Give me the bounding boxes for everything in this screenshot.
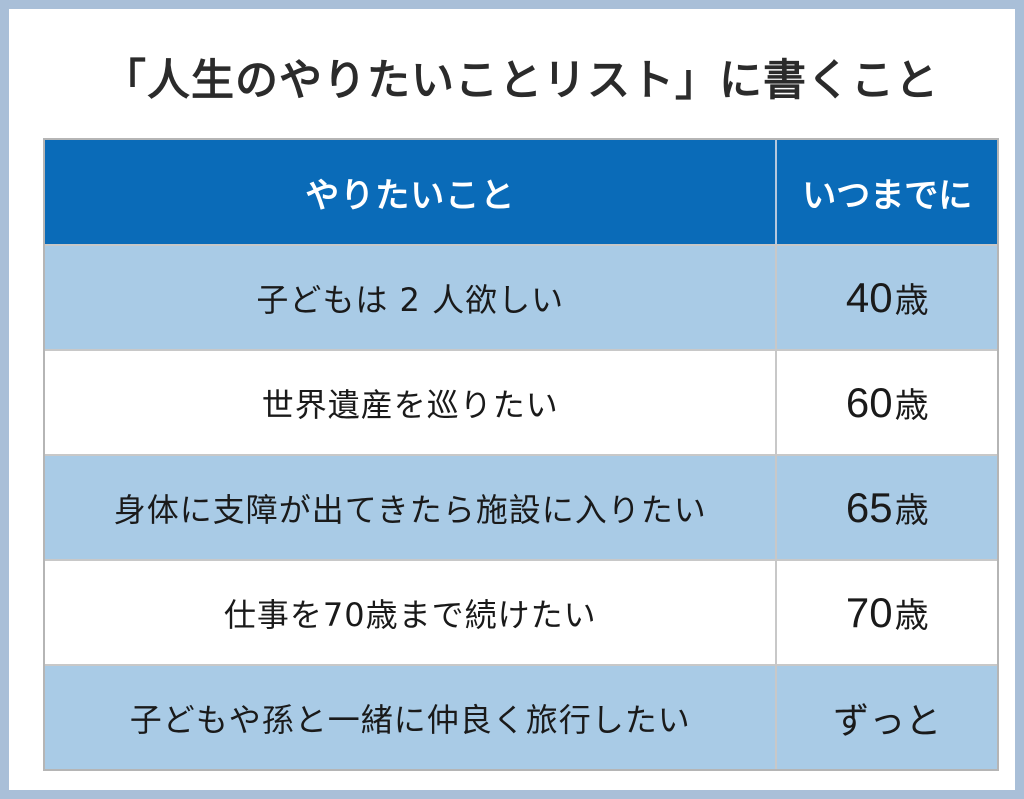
deadline-cell: 70 歳 <box>775 561 997 664</box>
wish-cell: 世界遺産を巡りたい <box>261 385 559 424</box>
wish-cell: 子どもは 2 人欲しい <box>256 280 565 319</box>
age-unit: 歳 <box>894 596 929 636</box>
age-unit: 歳 <box>894 386 929 426</box>
age-unit: 歳 <box>894 491 929 531</box>
deadline-cell: 60 歳 <box>775 351 997 454</box>
table-row: 仕事を70歳まで続けたい 70 歳 <box>45 559 997 664</box>
wish-cell: 仕事を70歳まで続けたい <box>223 595 597 634</box>
page-title: 「人生のやりたいことリスト」に書くこと <box>103 56 939 106</box>
age-value: 70 <box>845 588 893 636</box>
deadline-cell: 40 歳 <box>775 246 997 349</box>
age-unit: 歳 <box>894 281 929 321</box>
wish-cell: 子どもや孫と一緒に仲良く旅行したい <box>129 700 691 739</box>
deadline-cell: ずっと <box>775 666 997 769</box>
deadline-cell: 65 歳 <box>775 456 997 559</box>
table-row: 身体に支障が出てきたら施設に入りたい 65 歳 <box>45 454 997 559</box>
wish-list-table: やりたいこと いつまでに 子どもは 2 人欲しい 40 歳 世界遺産を巡りたい 6… <box>43 138 999 771</box>
header-deadline: いつまでに <box>775 140 997 244</box>
age-value: ずっと <box>833 700 942 742</box>
table-header-row: やりたいこと いつまでに <box>45 140 997 244</box>
table-row: 世界遺産を巡りたい 60 歳 <box>45 349 997 454</box>
table-row: 子どもや孫と一緒に仲良く旅行したい ずっと <box>45 664 997 769</box>
age-value: 65 <box>845 483 893 531</box>
table-row: 子どもは 2 人欲しい 40 歳 <box>45 244 997 349</box>
age-value: 40 <box>845 273 893 321</box>
wish-cell: 身体に支障が出てきたら施設に入りたい <box>113 490 707 529</box>
age-value: 60 <box>845 378 893 426</box>
header-wish: やりたいこと <box>305 175 516 216</box>
